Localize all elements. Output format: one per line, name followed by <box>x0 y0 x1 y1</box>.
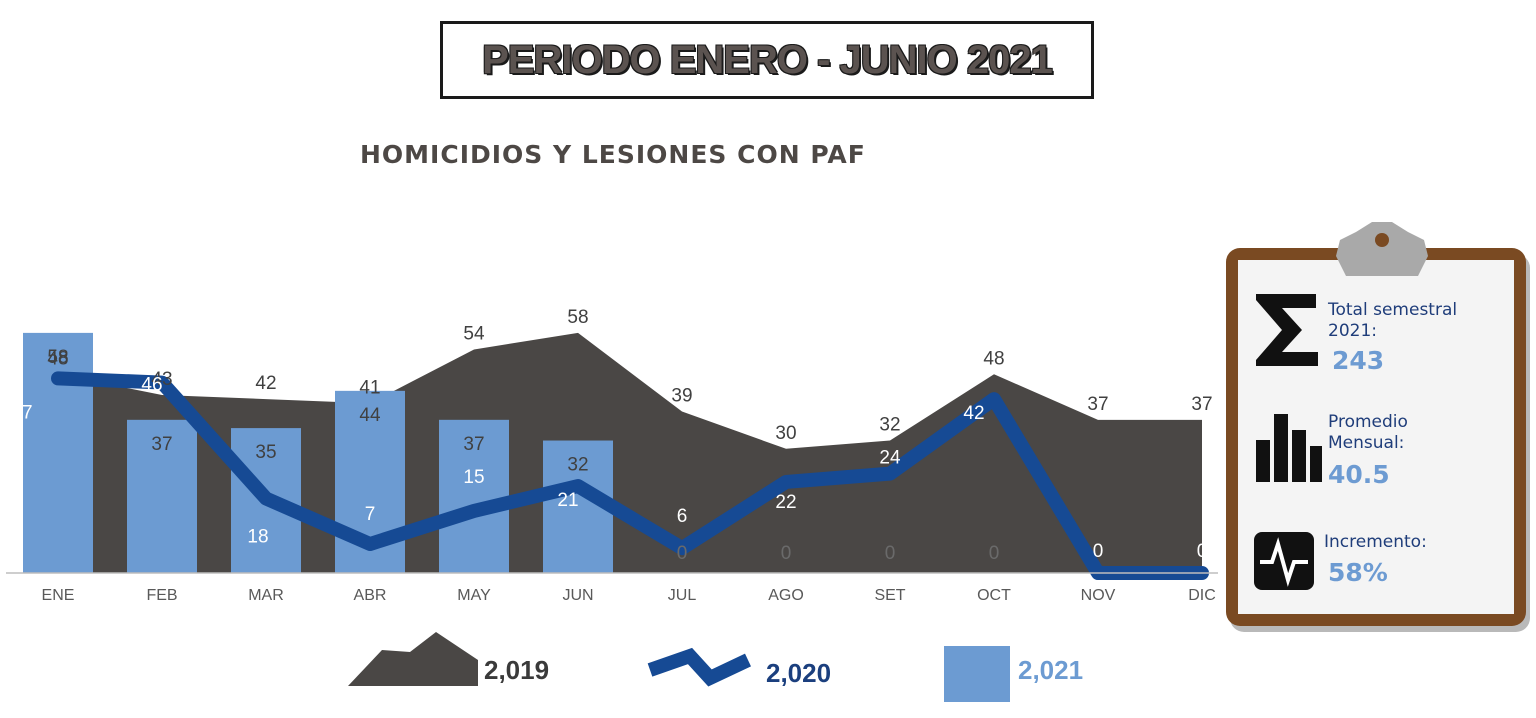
line-2020 <box>51 371 1209 580</box>
label-2020-ene: 47 <box>11 402 32 423</box>
label-2021-jul: 0 <box>677 543 688 564</box>
label-2021-set: 0 <box>885 543 896 564</box>
legend-2020-swatch <box>647 647 751 687</box>
chart-subtitle: HOMICIDIOS Y LESIONES CON PAF <box>360 140 866 169</box>
label-2019-dic: 37 <box>1191 394 1212 415</box>
label-2020-abr: 7 <box>365 504 376 525</box>
label-2019-ago: 30 <box>775 423 796 444</box>
legend-2021-swatch <box>944 646 1010 702</box>
legend-2020-label: 2,020 <box>766 658 832 688</box>
x-tick-oct: OCT <box>977 587 1011 604</box>
x-tick-jun: JUN <box>562 587 593 604</box>
label-2020-dic: 0 <box>1197 541 1208 562</box>
label-2021-jun: 32 <box>567 455 588 476</box>
bar-chart-icon <box>1256 414 1322 482</box>
x-tick-dic: DIC <box>1188 587 1216 604</box>
pulse-icon <box>1254 532 1314 590</box>
x-tick-nov: NOV <box>1081 587 1116 604</box>
label-2019-jun: 58 <box>567 307 588 328</box>
label-2020-jul: 6 <box>677 506 688 527</box>
label-2021-feb: 37 <box>151 434 172 455</box>
label-2020-feb: 46 <box>141 375 162 396</box>
label-2020-ago: 22 <box>775 492 796 513</box>
label-2019-abr: 41 <box>359 377 380 398</box>
label-2021-may: 37 <box>463 434 484 455</box>
label-2019-ene: 48 <box>47 348 68 369</box>
label-2019-jul: 39 <box>671 386 692 407</box>
label-2021-abr: 44 <box>359 405 381 426</box>
total-label: Total semestral 2021: <box>1328 300 1458 341</box>
combo-chart: ENE FEB MAR ABR MAY JUN JUL AGO SET OCT NOV DIC 48 43… <box>6 307 1218 702</box>
average-label: Promedio Mensual: <box>1328 412 1408 453</box>
label-2021-ago: 0 <box>781 543 792 564</box>
label-2020-oct: 42 <box>963 403 984 424</box>
total-value: 243 <box>1332 346 1385 375</box>
x-tick-jul: JUL <box>668 587 697 604</box>
label-2019-may: 54 <box>463 323 485 344</box>
label-2019-nov: 37 <box>1087 394 1108 415</box>
label-2020-mar: 18 <box>247 526 268 547</box>
label-2021-ene: 58 <box>47 347 68 368</box>
label-2020-nov: 0 <box>1093 541 1104 562</box>
bar-2021-may <box>439 419 509 573</box>
label-2020-may: 15 <box>463 467 484 488</box>
legend-2019-label: 2,019 <box>484 655 550 685</box>
title-box: PERIODO ENERO - JUNIO 2021 <box>440 21 1094 99</box>
label-2021-mar: 35 <box>255 442 276 463</box>
x-tick-feb: FEB <box>146 587 177 604</box>
average-value: 40.5 <box>1328 460 1390 489</box>
page-title: PERIODO ENERO - JUNIO 2021 <box>482 37 1053 82</box>
x-tick-ene: ENE <box>42 587 75 604</box>
bar-2021-feb <box>127 419 197 573</box>
label-2019-mar: 42 <box>255 373 276 394</box>
increase-label: Incremento: <box>1324 532 1427 552</box>
label-2021-oct: 0 <box>989 543 1000 564</box>
x-tick-abr: ABR <box>354 587 387 604</box>
label-2020-set: 24 <box>879 448 901 469</box>
summary-clipboard: Total semestral 2021: 243 Promedio Mensu… <box>1224 218 1536 638</box>
x-tick-mar: MAR <box>248 587 284 604</box>
legend-2021-label: 2,021 <box>1018 655 1084 685</box>
label-2019-oct: 48 <box>983 348 1004 369</box>
x-tick-may: MAY <box>457 587 491 604</box>
increase-value: 58% <box>1328 558 1388 587</box>
legend-2019-swatch <box>348 632 478 686</box>
label-2020-jun: 21 <box>557 490 578 511</box>
x-tick-ago: AGO <box>768 587 804 604</box>
x-tick-set: SET <box>874 587 905 604</box>
sigma-icon <box>1256 294 1318 366</box>
label-2019-set: 32 <box>879 415 900 436</box>
label-2019-feb: 43 <box>151 369 172 390</box>
